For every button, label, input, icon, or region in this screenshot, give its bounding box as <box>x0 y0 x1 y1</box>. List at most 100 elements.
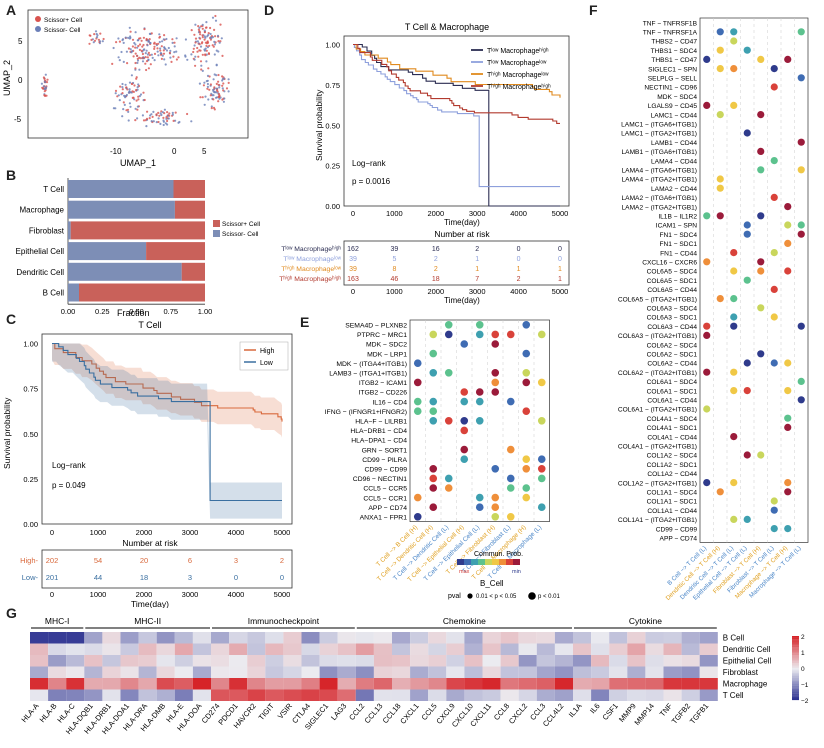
umap-point <box>211 16 215 19</box>
umap-point <box>168 112 171 115</box>
heatmap-cell <box>84 632 103 644</box>
comm-prob-dot <box>537 465 546 473</box>
comm-prob-dot <box>475 493 484 502</box>
umap-point <box>147 40 150 43</box>
comm-prob-dot <box>743 221 751 229</box>
lr-pair-label: IFNG − (IFNGR1+IFNGR2) <box>325 409 407 416</box>
heatmap-cell <box>428 689 447 701</box>
umap-point <box>129 30 132 33</box>
panel-label-f: F <box>589 2 598 18</box>
lr-pair-label: NECTIN1 − CD96 <box>644 85 697 92</box>
legend-scissor-plus: Scissor+ Cell <box>44 17 83 24</box>
umap-point <box>214 19 218 22</box>
umap-point <box>146 53 149 56</box>
colorscale-tick: 2 <box>801 634 805 641</box>
umap-point <box>200 64 203 67</box>
umap-point <box>190 120 193 123</box>
risk-value: 2 <box>475 246 479 253</box>
heatmap-cell <box>554 643 573 655</box>
umap-point <box>205 60 208 63</box>
x-axis-label: Time(day) <box>131 599 169 608</box>
heatmap-cell <box>573 689 592 701</box>
umap-point <box>219 23 222 26</box>
cell-type-label: T Cell <box>723 691 744 700</box>
lr-pair-label: CCL5 − CCR1 <box>363 495 407 502</box>
lr-pair-label: LAMC1 − (ITGA6+ITGB1) <box>621 122 697 129</box>
heatmap-cell <box>645 632 664 644</box>
heatmap-cell <box>410 689 429 701</box>
heatmap-cell <box>120 632 139 644</box>
comm-prob-dot <box>429 407 438 415</box>
umap-point <box>206 40 209 43</box>
umap-point <box>134 67 137 70</box>
lr-pair-label: LAMC1 − CD44 <box>651 112 698 119</box>
umap-point <box>95 36 99 39</box>
umap-point <box>132 96 135 99</box>
umap-point <box>212 106 216 109</box>
heatmap-cell <box>156 666 175 678</box>
umap-point <box>118 40 121 43</box>
heatmap-cell <box>699 666 718 678</box>
umap-point <box>102 37 105 41</box>
umap-point <box>162 116 165 119</box>
heatmap-cell <box>645 643 664 655</box>
heatmap-cell <box>591 655 610 667</box>
comm-prob-dot <box>460 397 469 406</box>
heatmap-cell <box>663 643 682 655</box>
umap-point <box>141 56 144 59</box>
heatmap-cell <box>301 689 320 701</box>
umap-point <box>144 56 147 59</box>
heatmap-cell <box>518 655 537 667</box>
umap-point <box>45 86 48 89</box>
heatmap-cell <box>265 643 284 655</box>
umap-point <box>212 78 215 81</box>
bar-scissor-plus <box>70 221 205 240</box>
heatmap-cell <box>30 632 49 644</box>
heatmap-cell <box>48 655 67 667</box>
comm-prob-dot <box>491 503 500 511</box>
gene-label: MMP14 <box>632 702 656 728</box>
risk-value-high: 2 <box>280 556 284 565</box>
heatmap-cell <box>554 655 573 667</box>
x-axis-label: Time(day) <box>444 218 480 227</box>
heatmap-cell <box>699 655 718 667</box>
umap-point <box>209 94 212 97</box>
umap-point <box>131 38 135 41</box>
lr-pair-label: THBS1 − SDC4 <box>651 48 698 55</box>
km-confidence-band <box>52 343 282 519</box>
umap-point <box>212 45 215 48</box>
heatmap-cell <box>518 689 537 701</box>
panel-label-e: E <box>300 314 310 330</box>
legend-label: Tʰⁱᵍʰ Macrophageʰⁱᵍʰ <box>487 83 551 91</box>
colorscale-segment <box>792 661 799 664</box>
umap-point <box>155 113 158 116</box>
risk-value-low: 0 <box>234 573 238 582</box>
heatmap-cell <box>192 666 211 678</box>
heatmap-cell <box>301 666 320 678</box>
comm-prob-dot <box>716 111 724 119</box>
umap-point <box>203 29 206 32</box>
comm-prob-dot <box>757 258 765 266</box>
y-tick: 0.50 <box>325 121 340 130</box>
comm-prob-dot <box>429 474 438 483</box>
risk-row-label: Tʰⁱᵍʰ Macrophageʰⁱᵍʰ <box>279 275 341 283</box>
umap-point <box>223 77 226 80</box>
x-tick: 0.00 <box>61 307 76 316</box>
heatmap-cell <box>247 678 266 690</box>
lr-pair-label: CD99 − PILRA <box>362 457 407 464</box>
heatmap-cell <box>500 689 519 701</box>
umap-point <box>136 46 139 49</box>
umap-point <box>147 51 150 55</box>
colorscale-segment <box>792 637 799 640</box>
umap-point <box>225 87 229 90</box>
umap-point <box>192 50 195 54</box>
umap-point <box>150 32 153 35</box>
comm-prob-dot <box>537 503 546 511</box>
colorbar-segment <box>506 559 513 565</box>
umap-point <box>101 40 104 43</box>
comm-prob-dot <box>460 455 469 463</box>
heatmap-cell <box>84 655 103 667</box>
umap-point <box>162 38 165 41</box>
umap-point <box>145 117 149 120</box>
umap-point <box>158 35 162 38</box>
